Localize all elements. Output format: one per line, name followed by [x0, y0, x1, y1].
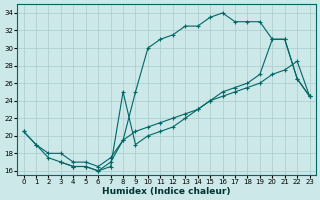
- X-axis label: Humidex (Indice chaleur): Humidex (Indice chaleur): [102, 187, 231, 196]
